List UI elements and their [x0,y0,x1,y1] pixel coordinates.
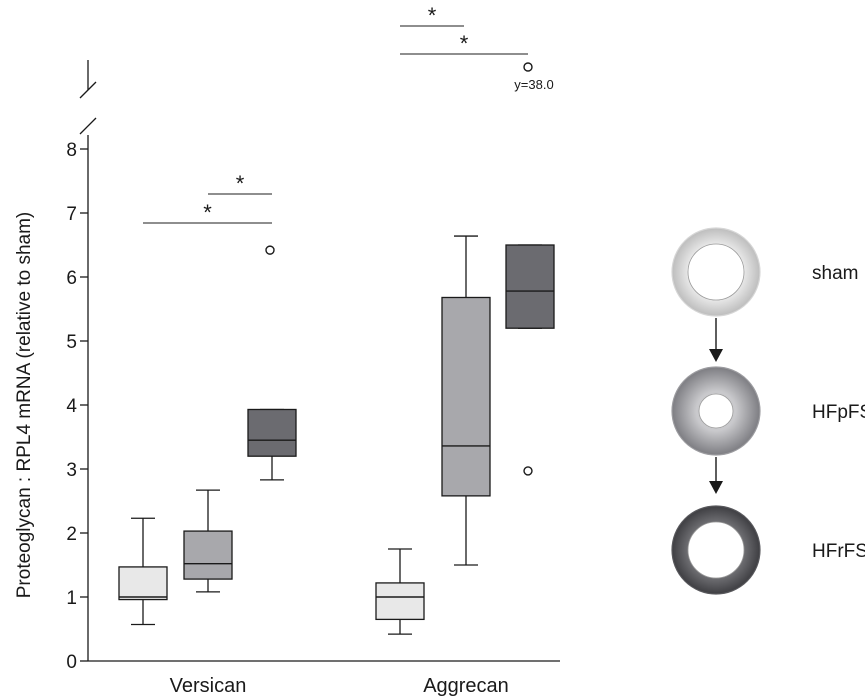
legend-arrow [709,318,723,362]
ring-hole [687,521,745,579]
box-aggrecan-hfrfs [505,62,555,476]
ring-hole [687,243,745,301]
box-iqr [505,244,555,329]
significance-star: * [460,31,469,56]
box-iqr [375,582,425,621]
y-tick-label: 3 [66,460,77,481]
legend-item-hfpfs: HFpFS [671,366,865,456]
ring-hole [698,393,734,429]
legend-arrow [709,457,723,494]
outlier-value-note: y=38.0 [514,77,553,92]
box-versican-hfpfs [183,489,233,593]
y-axis [79,60,560,662]
y-tick-label: 2 [66,524,77,545]
y-tick-label: 0 [66,652,77,673]
box-iqr [183,530,233,580]
box-iqr [118,566,168,601]
category-labels: Versican Aggrecan [170,675,509,697]
y-axis-ticks: 0 1 2 3 4 5 6 7 8 [66,140,88,673]
significance-star: * [236,171,245,196]
legend-label: HFpFS [812,402,865,423]
box-iqr [247,408,297,457]
axis-break-mark-upper [79,81,97,99]
box-aggrecan-hfpfs [441,235,491,566]
significance-brackets: * * * * [143,3,528,225]
y-tick-label: 8 [66,140,77,161]
boxes [118,62,555,635]
y-tick-label: 4 [66,396,77,417]
legend-item-hfrfs: HFrFS [671,505,865,595]
axis-break-mark-lower [79,117,97,135]
y-tick-label: 7 [66,204,77,225]
significance-star: * [203,200,212,225]
outlier-point [265,245,275,255]
legend: sham HFpFS HFrFS [671,227,865,595]
box-versican-hfrfs [247,245,297,481]
box-versican-sham [118,517,168,626]
outlier-point [523,62,533,72]
category-label: Versican [170,675,247,697]
outlier-point [523,466,533,476]
arrow-head-icon [709,481,723,494]
y-tick-label: 6 [66,268,77,289]
legend-item-sham: sham [671,227,858,317]
category-label: Aggrecan [423,675,509,697]
y-tick-label: 1 [66,588,77,609]
arrow-head-icon [709,349,723,362]
y-tick-label: 5 [66,332,77,353]
significance-star: * [428,3,437,28]
legend-label: HFrFS [812,541,865,562]
box-aggrecan-sham [375,548,425,635]
legend-label: sham [812,263,858,284]
y-axis-label: Proteoglycan : RPL4 mRNA (relative to sh… [14,212,35,599]
box-iqr [441,296,491,497]
